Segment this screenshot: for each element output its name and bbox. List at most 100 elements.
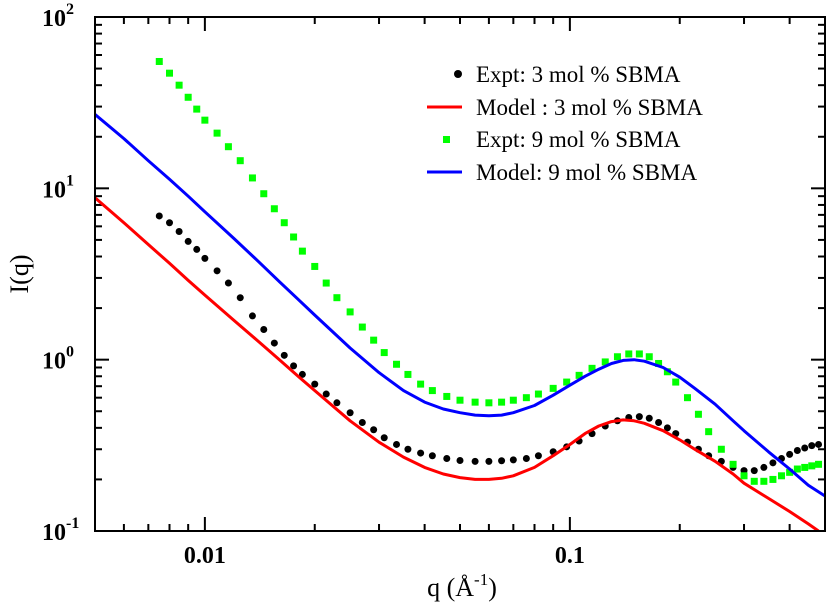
data-point <box>471 457 479 465</box>
data-point <box>740 472 748 480</box>
data-point <box>311 262 319 270</box>
data-point <box>201 116 209 124</box>
data-point <box>175 227 183 235</box>
y-tick-label: 102 <box>42 1 74 32</box>
data-point <box>485 457 493 465</box>
y-tick-label-exponent: 2 <box>66 1 74 18</box>
data-point <box>322 390 330 398</box>
x-axis-label-close: ) <box>488 573 497 602</box>
data-point <box>750 467 758 475</box>
data-point <box>428 387 436 395</box>
data-point <box>655 418 663 426</box>
data-point <box>346 409 354 417</box>
data-point <box>380 349 388 357</box>
data-point <box>290 362 298 370</box>
model-curve <box>95 196 820 531</box>
data-point <box>270 339 278 347</box>
y-tick-label-exponent: 0 <box>66 344 74 361</box>
data-point <box>404 445 412 453</box>
data-point <box>694 410 702 418</box>
data-point <box>175 81 183 89</box>
data-point <box>471 398 479 406</box>
series-3 <box>155 57 823 485</box>
data-point <box>655 359 663 367</box>
legend-label-expt-3: Expt: 3 mol % SBMA <box>476 62 681 87</box>
data-point <box>166 69 174 77</box>
data-point <box>498 457 506 465</box>
data-point <box>729 460 737 468</box>
data-point <box>333 294 341 302</box>
data-point <box>485 399 493 407</box>
data-point <box>443 454 451 462</box>
x-axis-label: q (Å-1) <box>427 570 497 602</box>
data-point <box>808 442 816 450</box>
data-point <box>509 396 517 404</box>
model-curve <box>95 113 825 498</box>
data-point <box>417 449 425 457</box>
x-axis-label-main: q (Å <box>427 573 474 602</box>
data-point <box>534 452 542 460</box>
data-point <box>635 350 643 358</box>
data-point <box>322 279 330 287</box>
y-tick-label-exponent: -1 <box>66 515 79 532</box>
data-point <box>184 93 192 101</box>
data-point <box>184 237 192 245</box>
data-point <box>443 392 451 400</box>
data-point <box>786 468 794 476</box>
data-point <box>280 219 288 227</box>
data-point <box>750 477 758 485</box>
data-point <box>769 459 777 467</box>
series-4 <box>95 113 825 498</box>
legend-marker-expt-9 <box>443 136 450 143</box>
data-point <box>522 454 530 462</box>
data-point <box>801 444 809 452</box>
data-point <box>393 440 401 448</box>
data-point <box>213 267 221 275</box>
data-point <box>534 390 542 398</box>
data-point <box>166 219 174 227</box>
data-point <box>705 428 713 436</box>
data-point <box>370 336 378 344</box>
data-point <box>588 364 596 372</box>
data-point <box>270 205 278 213</box>
data-point <box>248 174 256 182</box>
data-point <box>801 463 809 471</box>
data-point <box>213 129 221 137</box>
data-point <box>298 247 306 255</box>
data-point <box>456 456 464 464</box>
data-point <box>358 323 366 331</box>
data-point <box>769 475 777 483</box>
data-point <box>683 394 691 402</box>
data-point <box>601 358 609 366</box>
data-point <box>236 157 244 165</box>
data-point <box>635 413 643 421</box>
data-point <box>280 351 288 359</box>
data-point <box>193 245 201 253</box>
data-point <box>793 465 801 473</box>
data-point <box>155 57 163 65</box>
data-point <box>498 398 506 406</box>
data-point <box>290 233 298 241</box>
data-point <box>224 279 232 287</box>
data-point <box>193 105 201 113</box>
data-point <box>260 190 268 198</box>
y-tick-label-exponent: 1 <box>66 172 74 189</box>
data-point <box>760 463 768 471</box>
data-point <box>549 384 557 392</box>
data-point <box>456 396 464 404</box>
data-point <box>236 294 244 302</box>
legend-label-model-3: Model : 3 mol % SBMA <box>476 95 703 120</box>
legend-label-model-9: Model: 9 mol % SBMA <box>476 160 697 185</box>
data-point <box>380 434 388 442</box>
data-point <box>311 380 319 388</box>
data-point <box>155 212 163 220</box>
data-point <box>815 460 823 468</box>
y-tick-label-base: 10 <box>42 520 66 546</box>
legend-marker-expt-3 <box>454 70 462 78</box>
data-point <box>672 378 680 386</box>
data-point <box>417 380 425 388</box>
data-point <box>370 426 378 434</box>
data-point <box>224 143 232 151</box>
